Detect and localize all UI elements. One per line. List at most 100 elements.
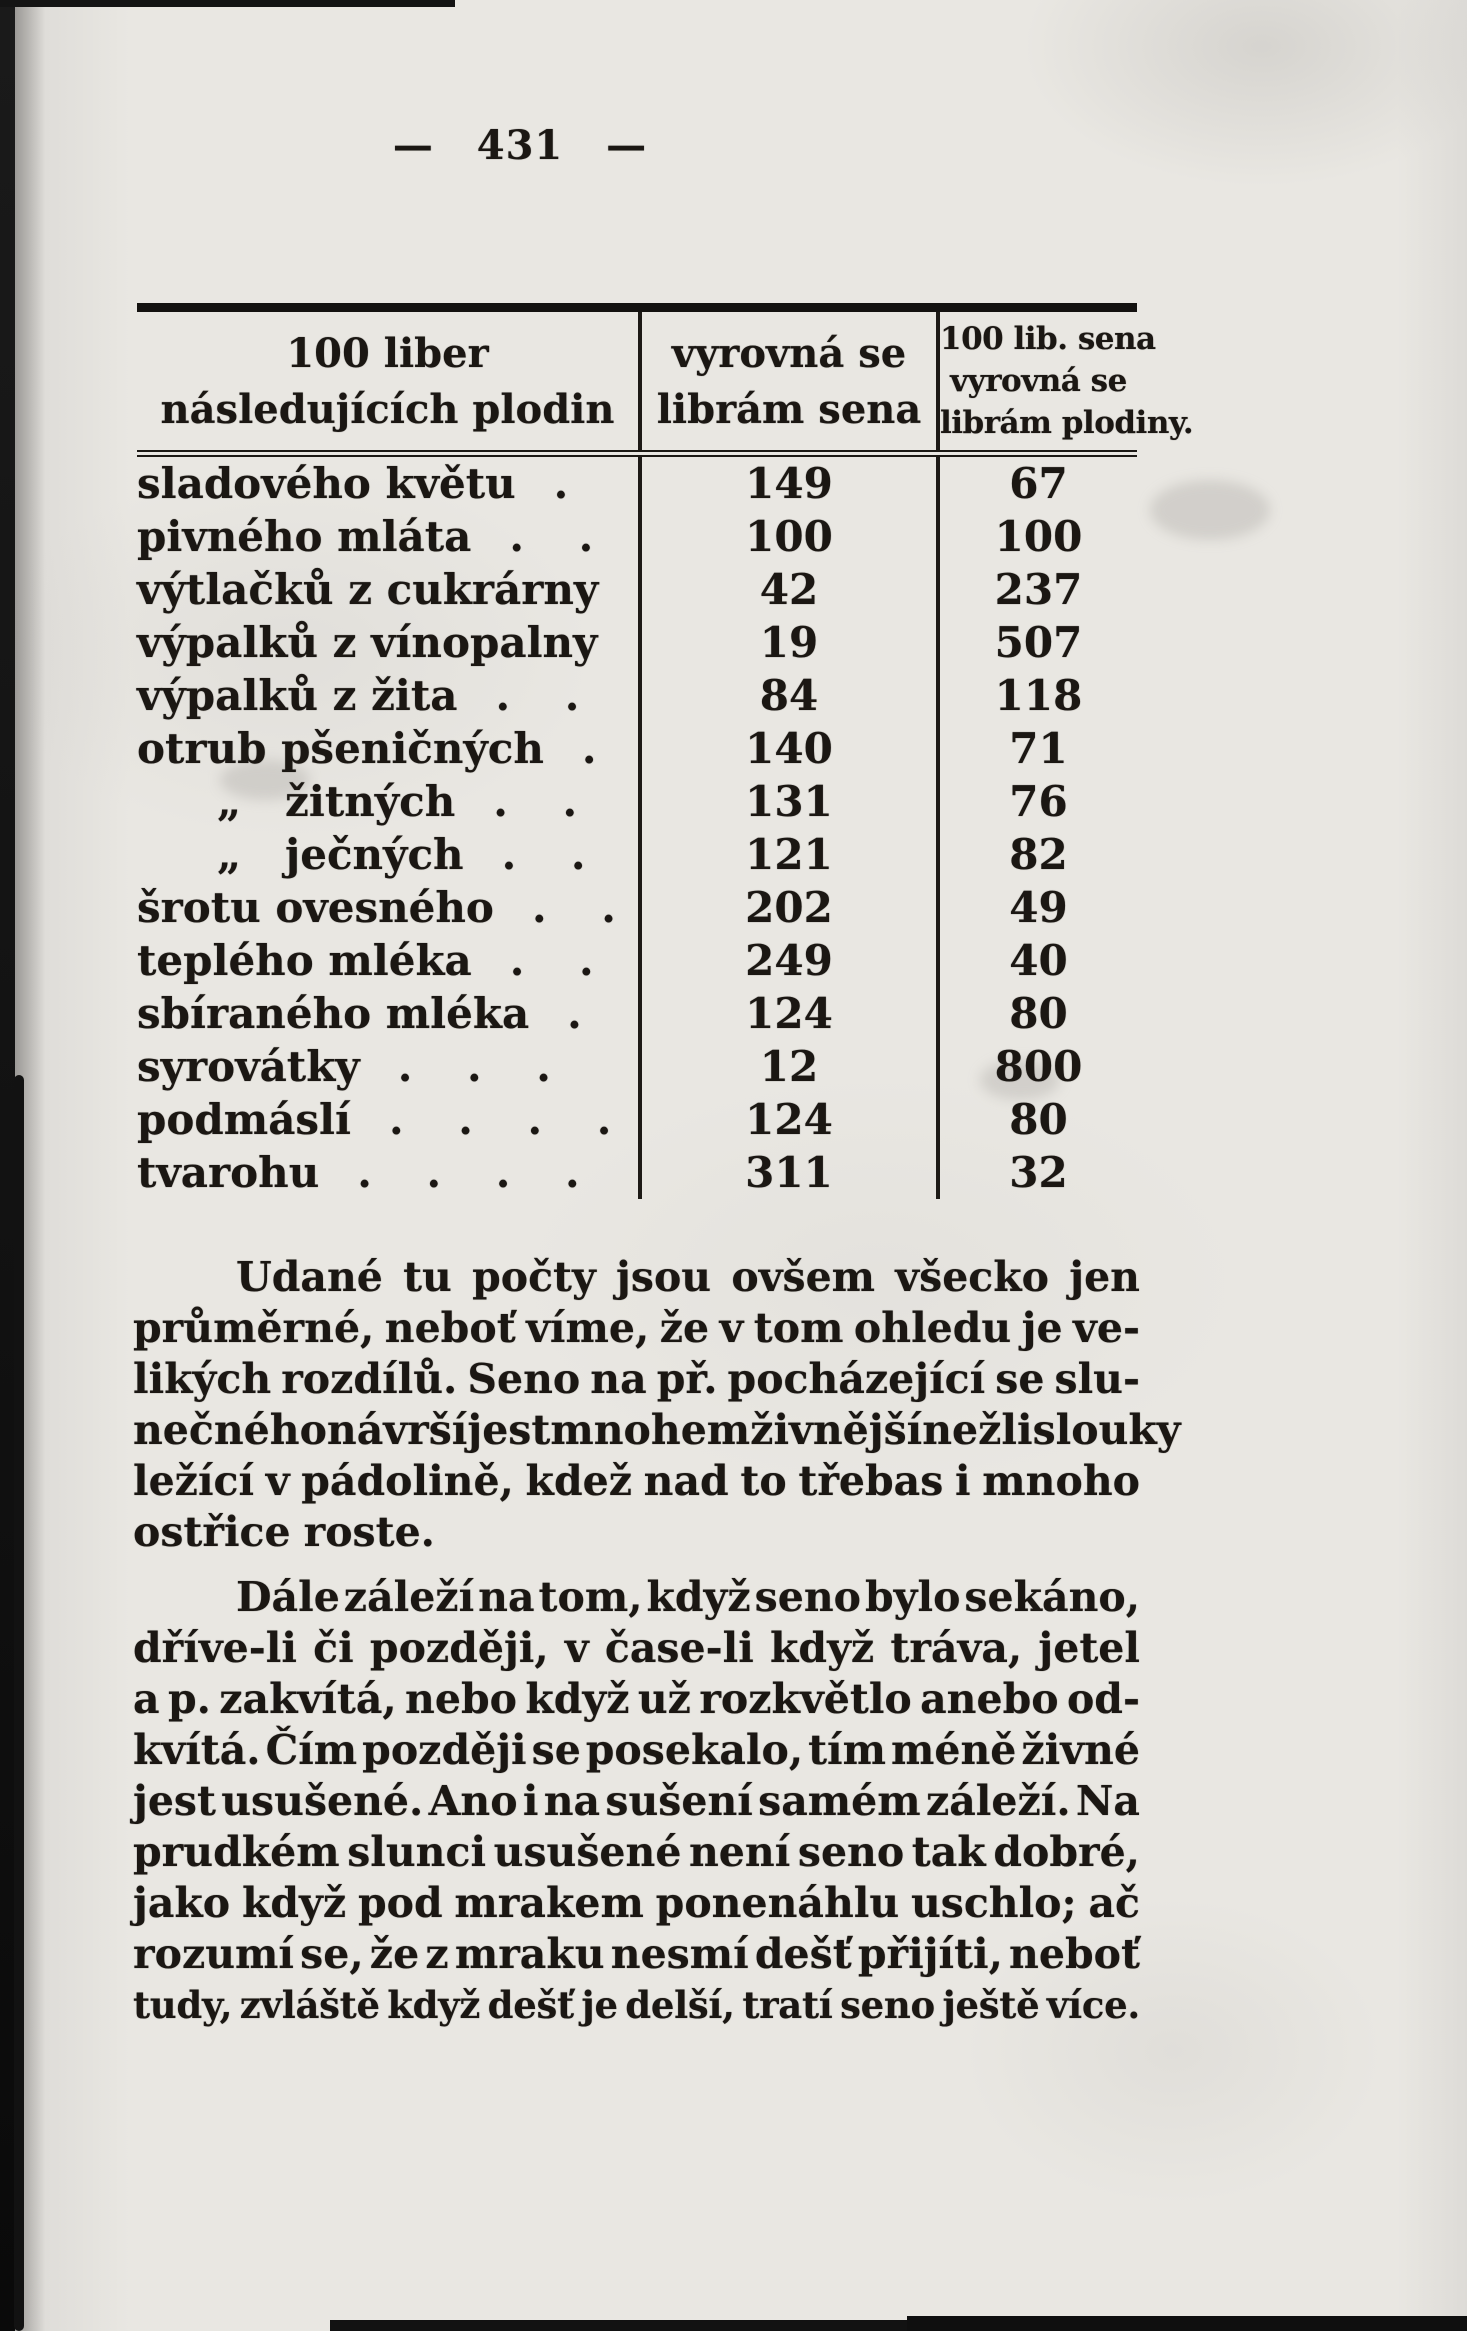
leader-dots: . . . . xyxy=(388,1095,614,1144)
text-line: nečného návrší jest mnohem živnější nežli s lou… xyxy=(133,1406,1181,1454)
header-line: librám sena xyxy=(656,386,922,433)
value-libram-plodiny: 67 xyxy=(936,453,1137,510)
row-label: výpalků z žita xyxy=(137,671,458,720)
value-libram-sena: 121 xyxy=(638,828,938,881)
table-row: pivného mláta . . 100 100 xyxy=(137,510,1137,563)
value-libram-sena: 131 xyxy=(638,775,938,828)
row-label-cell: podmáslí . . . . xyxy=(137,1093,640,1146)
scan-top-edge-line xyxy=(0,0,455,7)
value-libram-plodiny: 32 xyxy=(936,1146,1137,1199)
text-line: Udané tu počty jsou ovšem všecko jen xyxy=(236,1253,1140,1301)
column-header-plodiny: 100 liber následujících plodin xyxy=(137,307,640,457)
text-line: průměrné, neboť víme, že v tom ohledu je ve- xyxy=(133,1304,1140,1352)
row-label: „ žitných xyxy=(217,777,456,826)
table-row: podmáslí . . . . 124 80 xyxy=(137,1093,1137,1146)
column-header-libram-sena: vyrovná se librám sena xyxy=(638,307,938,457)
row-label: výtlačků z cukrárny xyxy=(137,565,599,614)
value-libram-plodiny: 82 xyxy=(936,828,1137,881)
row-label-cell: otrub pšeničných. xyxy=(137,722,640,775)
row-label: otrub pšeničných xyxy=(137,724,544,773)
row-label-cell: šrotu ovesného . . xyxy=(137,881,640,934)
scan-bottom-right-edge xyxy=(907,2316,1467,2331)
text-line: likých rozdílů. Seno na př. pocházející se slu- xyxy=(133,1355,1140,1403)
row-label-cell: sbíraného mléka. xyxy=(137,987,640,1040)
leader-dots: . xyxy=(581,724,599,773)
value-libram-plodiny: 80 xyxy=(936,1093,1137,1146)
value-libram-sena: 149 xyxy=(638,453,938,510)
row-label-cell: pivného mláta . . xyxy=(137,510,640,563)
table-row: sbíraného mléka. 124 80 xyxy=(137,987,1137,1040)
row-label: sbíraného mléka xyxy=(137,989,530,1038)
value-libram-sena: 202 xyxy=(638,881,938,934)
table-row: „ žitných . . 131 76 xyxy=(137,775,1137,828)
row-label-cell: výtlačků z cukrárny xyxy=(137,563,640,616)
table-row: výpalků z vínopalny 19 507 xyxy=(137,616,1137,669)
leader-dots: . . xyxy=(531,883,618,932)
leader-dots: . . . . xyxy=(357,1148,582,1197)
table-row: šrotu ovesného . . 202 49 xyxy=(137,881,1137,934)
row-label-cell: syrovátky . . . xyxy=(137,1040,640,1093)
row-label-cell: výpalků z vínopalny xyxy=(137,616,640,669)
conversion-table-header: 100 liber následujících plodin vyrovná se… xyxy=(137,307,1194,457)
leader-dots: . . xyxy=(509,512,596,561)
text-line: jest usušené. Ano i na sušení samém záleží. Na xyxy=(133,1777,1140,1825)
scan-bottom-edge-line xyxy=(330,2320,1467,2331)
table-row: sladového květu. 149 67 xyxy=(137,453,1137,511)
row-label-cell: výpalků z žita . . xyxy=(137,669,640,722)
conversion-table-body: sladového květu. 149 67 pivného mláta. . 100… xyxy=(137,453,1137,1199)
body-text: Udané tu počty jsou ovšem všecko jen průměrné, n… xyxy=(133,1252,1181,2031)
text-line: jako když pod mrakem ponenáhlu uschlo; ač xyxy=(133,1879,1140,1927)
row-label: podmáslí xyxy=(137,1095,351,1144)
value-libram-plodiny: 40 xyxy=(936,934,1137,987)
value-libram-plodiny: 76 xyxy=(936,775,1137,828)
text-line: prudkém slunci usušené není seno tak dobré, xyxy=(133,1828,1140,1876)
value-libram-sena: 249 xyxy=(638,934,938,987)
value-libram-sena: 311 xyxy=(638,1146,938,1199)
value-libram-sena: 124 xyxy=(638,987,938,1040)
header-line: librám plodiny. xyxy=(940,405,1194,441)
value-libram-plodiny: 100 xyxy=(936,510,1137,563)
row-label: tvarohu xyxy=(137,1148,320,1197)
leader-dots: . . xyxy=(495,671,582,720)
leader-dots: . xyxy=(553,459,571,508)
header-line: vyrovná se xyxy=(950,363,1127,399)
leader-dots: . xyxy=(567,989,584,1038)
scan-binding-edge xyxy=(0,0,15,2331)
row-label-cell: teplého mléka . . xyxy=(137,934,640,987)
table-row: „ ječných . . 121 82 xyxy=(137,828,1137,881)
header-line: 100 liber xyxy=(286,330,489,377)
value-libram-sena: 140 xyxy=(638,722,938,775)
row-label: teplého mléka xyxy=(137,936,472,985)
leader-dots: . . xyxy=(493,777,580,826)
value-libram-sena: 42 xyxy=(638,563,938,616)
text-line: a p. zakvítá, nebo když už rozkvětlo anebo od- xyxy=(133,1675,1140,1723)
column-header-100-lib-sena: 100 lib. sena vyrovná se librám plodiny. xyxy=(936,307,1194,457)
value-libram-plodiny: 800 xyxy=(936,1040,1137,1093)
row-label: výpalků z vínopalny xyxy=(137,618,598,667)
page-number: — 431 — xyxy=(392,122,648,169)
table-row: tvarohu . . . . 311 32 xyxy=(137,1146,1137,1199)
row-label-cell: „ ječných . . xyxy=(137,828,640,881)
value-libram-plodiny: 71 xyxy=(936,722,1137,775)
value-libram-sena: 100 xyxy=(638,510,938,563)
table-row: výpalků z žita . . 84 118 xyxy=(137,669,1137,722)
value-libram-plodiny: 237 xyxy=(936,563,1137,616)
value-libram-plodiny: 507 xyxy=(936,616,1137,669)
leader-dots: . . . xyxy=(397,1042,553,1091)
conversion-table: 100 liber následujících plodin vyrovná se… xyxy=(137,303,1194,1199)
value-libram-plodiny: 118 xyxy=(936,669,1137,722)
table-row: výtlačků z cukrárny 42 237 xyxy=(137,563,1137,616)
row-label: šrotu ovesného xyxy=(137,883,494,932)
value-libram-plodiny: 80 xyxy=(936,987,1137,1040)
table-row: teplého mléka . . 249 40 xyxy=(137,934,1137,987)
value-libram-sena: 84 xyxy=(638,669,938,722)
leader-dots: . . xyxy=(509,936,596,985)
text-line: Dále záleží na tom, když seno bylo sekáno, xyxy=(236,1573,1140,1621)
text-line: kvítá. Čím později se posekalo, tím méně živné xyxy=(133,1726,1140,1774)
text-line: tudy, zvláště když dešť je delší, tratí seno ješ… xyxy=(133,1983,1140,2027)
scan-artifact xyxy=(1150,480,1270,540)
value-libram-plodiny: 49 xyxy=(936,881,1137,934)
table-row: syrovátky . . . 12 800 xyxy=(137,1040,1137,1093)
row-label-cell: sladového květu. xyxy=(137,454,640,511)
